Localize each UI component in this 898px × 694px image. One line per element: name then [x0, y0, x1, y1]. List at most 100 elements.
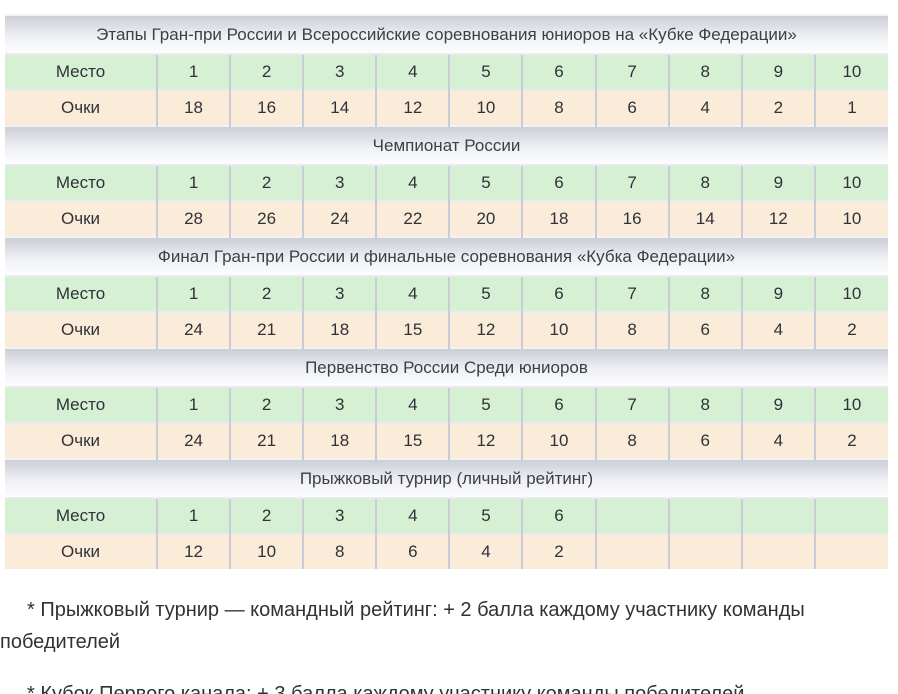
points-cell: 14 — [667, 200, 742, 237]
place-row-label: Место — [5, 497, 157, 534]
place-cell: 9 — [740, 164, 815, 201]
points-cell: 10 — [521, 311, 596, 348]
points-row-label: Очки — [5, 422, 157, 459]
points-row: Очки 12 10 8 6 4 2 — [5, 533, 888, 569]
points-row-label: Очки — [5, 200, 157, 237]
points-cell: 24 — [302, 200, 377, 237]
place-row: Место 1 2 3 4 5 6 — [5, 497, 888, 534]
place-cell: 5 — [448, 497, 523, 534]
place-cell: 5 — [448, 53, 523, 90]
place-cell: 2 — [229, 497, 304, 534]
points-cell: 15 — [375, 422, 450, 459]
place-cell: 10 — [813, 164, 888, 201]
place-cell: 4 — [375, 386, 450, 423]
place-cell: 10 — [813, 275, 888, 312]
points-cell: 6 — [594, 89, 669, 126]
place-row-label: Место — [5, 53, 157, 90]
place-row-label: Место — [5, 164, 157, 201]
points-cell: 2 — [813, 422, 888, 459]
points-cell: 12 — [155, 533, 231, 569]
section-header-row: Финал Гран-при России и финальные соревн… — [5, 236, 888, 276]
points-cell: 16 — [594, 200, 669, 237]
points-cell: 10 — [813, 200, 888, 237]
points-row-label: Очки — [5, 533, 157, 569]
section-title: Чемпионат России — [5, 125, 888, 165]
points-cell: 18 — [302, 311, 377, 348]
place-cell: 4 — [375, 275, 450, 312]
footnote-jump-team-rating: * Прыжковый турнир — командный рейтинг: … — [0, 599, 805, 653]
place-cell: 8 — [667, 53, 742, 90]
place-cell: 10 — [813, 386, 888, 423]
points-cell: 15 — [375, 311, 450, 348]
place-cell: 4 — [375, 53, 450, 90]
points-cell: 12 — [448, 422, 523, 459]
place-row-label: Место — [5, 275, 157, 312]
place-cell — [740, 497, 815, 534]
points-row: Очки 18 16 14 12 10 8 6 4 2 1 — [5, 89, 888, 126]
place-cell: 7 — [594, 53, 669, 90]
points-cell: 24 — [155, 311, 231, 348]
points-cell — [667, 533, 742, 569]
points-cell: 20 — [448, 200, 523, 237]
points-cell — [813, 533, 888, 569]
points-cell: 4 — [448, 533, 523, 569]
place-cell: 8 — [667, 386, 742, 423]
place-cell: 8 — [667, 164, 742, 201]
place-cell — [667, 497, 742, 534]
place-cell: 3 — [302, 275, 377, 312]
points-cell: 2 — [813, 311, 888, 348]
place-cell: 1 — [155, 164, 231, 201]
points-row: Очки 28 26 24 22 20 18 16 14 12 10 — [5, 200, 888, 237]
points-cell: 12 — [740, 200, 815, 237]
place-cell: 3 — [302, 386, 377, 423]
points-cell: 12 — [448, 311, 523, 348]
section-header-row: Первенство России Среди юниоров — [5, 347, 888, 387]
place-cell: 6 — [521, 164, 596, 201]
place-cell: 6 — [521, 497, 596, 534]
place-cell: 7 — [594, 386, 669, 423]
points-cell: 18 — [521, 200, 596, 237]
place-cell: 9 — [740, 53, 815, 90]
points-cell: 24 — [155, 422, 231, 459]
points-cell: 4 — [740, 422, 815, 459]
points-cell: 26 — [229, 200, 304, 237]
points-cell: 8 — [521, 89, 596, 126]
points-cell: 2 — [521, 533, 596, 569]
points-cell: 8 — [594, 311, 669, 348]
place-cell: 9 — [740, 386, 815, 423]
points-cell: 4 — [667, 89, 742, 126]
points-cell: 18 — [155, 89, 231, 126]
points-cell — [740, 533, 815, 569]
place-cell: 2 — [229, 386, 304, 423]
points-cell: 21 — [229, 422, 304, 459]
points-cell: 10 — [448, 89, 523, 126]
points-cell: 10 — [229, 533, 304, 569]
place-row: Место 1 2 3 4 5 6 7 8 9 10 — [5, 275, 888, 312]
section-header-row: Этапы Гран-при России и Всероссийские со… — [5, 14, 888, 54]
rating-table-body: Этапы Гран-при России и Всероссийские со… — [5, 14, 888, 569]
place-cell: 2 — [229, 53, 304, 90]
place-cell: 1 — [155, 386, 231, 423]
place-cell — [813, 497, 888, 534]
points-cell — [594, 533, 669, 569]
place-cell: 5 — [448, 164, 523, 201]
points-cell: 18 — [302, 422, 377, 459]
place-cell: 2 — [229, 275, 304, 312]
section-title: Финал Гран-при России и финальные соревн… — [5, 236, 888, 276]
footnote-channel-one-cup: * Кубок Первого канала: + 3 балла каждом… — [27, 683, 745, 694]
place-cell: 6 — [521, 386, 596, 423]
place-cell: 2 — [229, 164, 304, 201]
place-cell: 1 — [155, 275, 231, 312]
section-header-row: Чемпионат России — [5, 125, 888, 165]
points-cell: 21 — [229, 311, 304, 348]
points-cell: 14 — [302, 89, 377, 126]
points-cell: 12 — [375, 89, 450, 126]
points-cell: 2 — [740, 89, 815, 126]
place-cell: 1 — [155, 497, 231, 534]
place-cell: 5 — [448, 386, 523, 423]
points-cell: 10 — [521, 422, 596, 459]
section-title: Первенство России Среди юниоров — [5, 347, 888, 387]
place-cell: 4 — [375, 497, 450, 534]
points-cell: 22 — [375, 200, 450, 237]
